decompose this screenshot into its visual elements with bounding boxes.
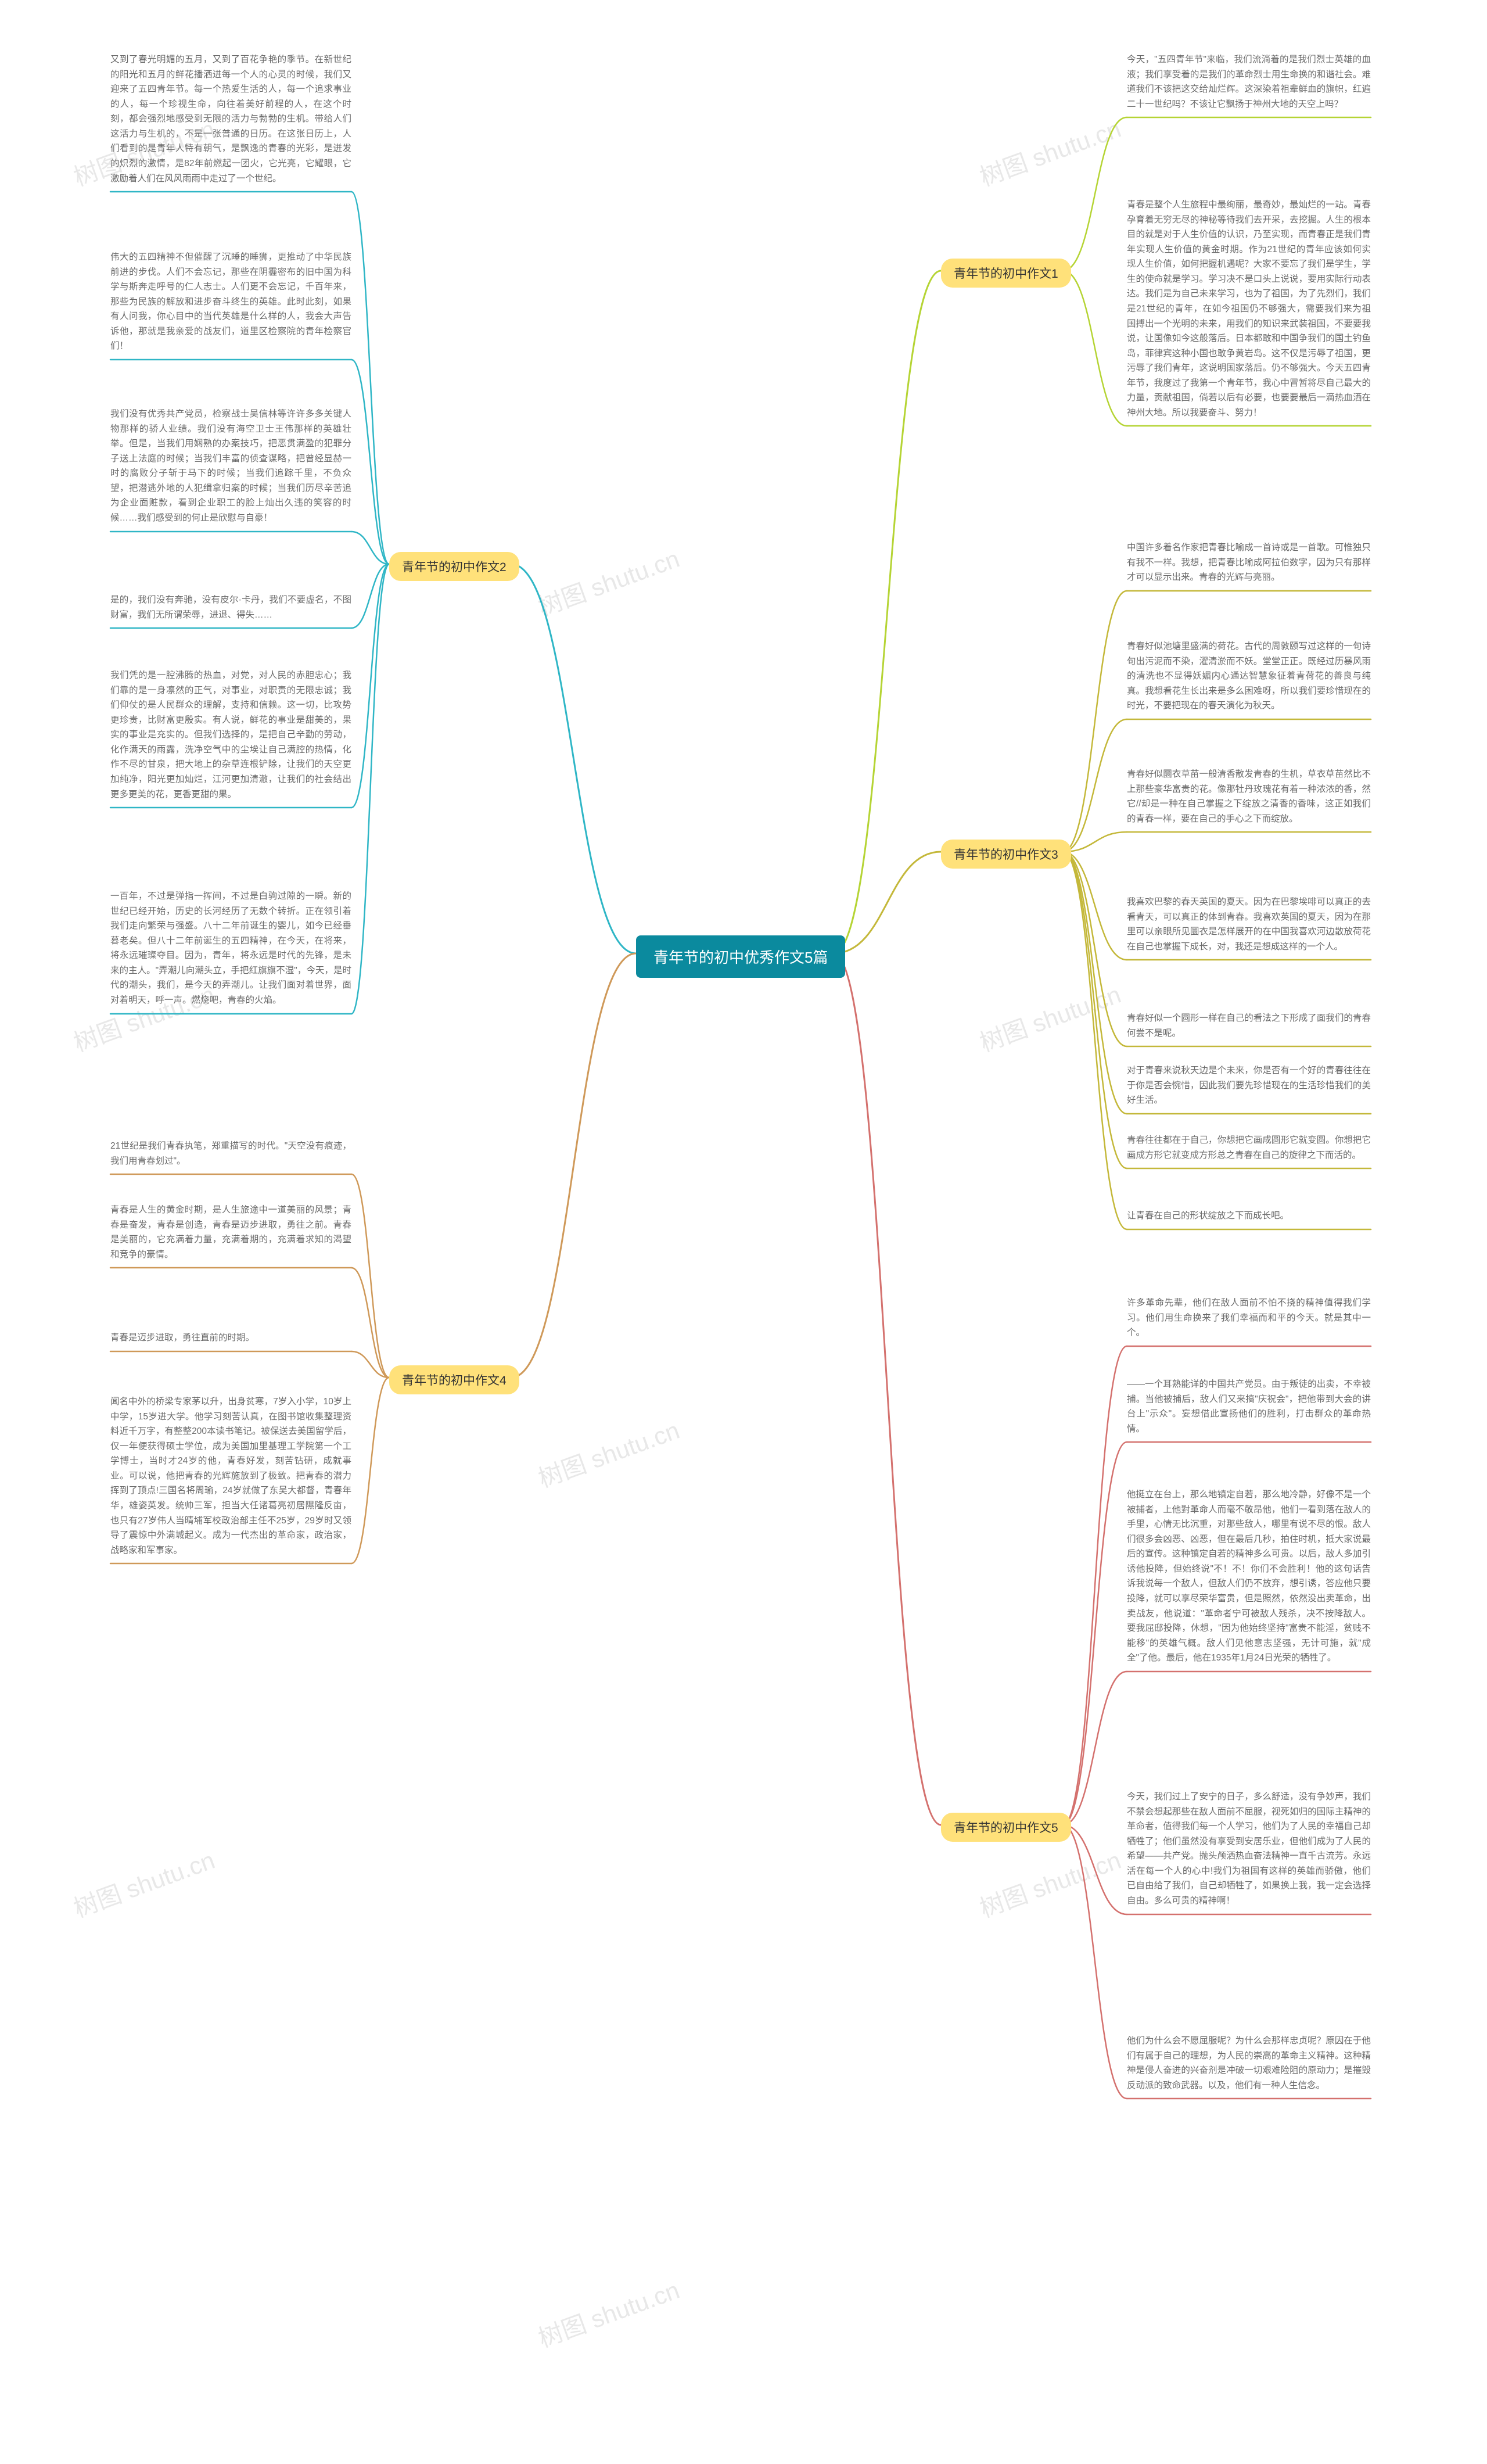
content-4-1: 青春是人生的黄金时期，是人生旅途中一道美丽的风景；青春是奋发，青春是创造，青春是… — [110, 1203, 351, 1265]
content-3-0: 中国许多着名作家把青春比喻成一首诗或是一首歌。可惟独只有我不一样。我想，把青春比… — [1127, 540, 1371, 589]
content-3-5: 对于青春来说秋天边是个未来，你是否有一个好的青春往往在于你是否会惋惜，因此我们要… — [1127, 1063, 1371, 1111]
content-5-4: 他们为什么会不愿屈服呢？为什么会那样忠贞呢？原因在于他们有属于自己的理想，为人民… — [1127, 2033, 1371, 2096]
content-3-7: 让青春在自己的形状绽放之下而成长吧。 — [1127, 1208, 1371, 1227]
content-2-3: 是的，我们没有奔驰，没有皮尔·卡丹，我们不要虚名，不图财富，我们无所谓荣辱，进退… — [110, 593, 351, 626]
content-1-1: 青春是整个人生旅程中最绚丽，最奇妙，最灿烂的一站。青春孕育着无穷无尽的神秘等待我… — [1127, 198, 1371, 424]
content-3-2: 青春好似圜衣草苗一般清香散发青春的生机，草衣草苗然比不上那些豪华富贵的花。像那牡… — [1127, 767, 1371, 830]
content-5-0: 许多革命先辈，他们在敌人面前不怕不挠的精神值得我们学习。他们用生命换来了我们幸福… — [1127, 1296, 1371, 1344]
content-5-1: ——一个耳熟能详的中国共产党员。由于叛徒的出卖，不幸被捕。当他被捕后，敌人们又来… — [1127, 1377, 1371, 1440]
content-4-3: 闻名中外的桥梁专家茅以升，出身贫寒，7岁入小学，10岁上中学，15岁进大学。他学… — [110, 1394, 351, 1561]
branch-node-1: 青年节的初中作文1 — [941, 259, 1071, 288]
branch-node-3: 青年节的初中作文3 — [941, 840, 1071, 869]
content-5-3: 今天，我们过上了安宁的日子，多么舒适，没有争妙声，我们不禁会想起那些在敌人面前不… — [1127, 1789, 1371, 1912]
branch-node-2: 青年节的初中作文2 — [389, 552, 519, 581]
content-3-3: 我喜欢巴黎的春天英国的夏天。因为在巴黎埃啡可以真正的去看青天，可以真正的体到青春… — [1127, 895, 1371, 957]
content-2-5: 一百年，不过是弹指一挥间，不过是白驹过隙的一瞬。新的世纪已经开始，历史的长河经历… — [110, 889, 351, 1012]
watermark: 树图 shutu.cn — [533, 539, 684, 623]
content-3-6: 青春往往都在于自己，你想把它画成圆形它就变圆。你想把它画成方形它就变成方形总之青… — [1127, 1133, 1371, 1166]
watermark: 树图 shutu.cn — [68, 1841, 219, 1924]
watermark: 树图 shutu.cn — [974, 1841, 1125, 1924]
content-2-4: 我们凭的是一腔沸腾的热血，对党，对人民的赤胆忠心；我们靠的是一身凛然的正气，对事… — [110, 668, 351, 805]
watermark: 树图 shutu.cn — [533, 2271, 684, 2354]
content-2-2: 我们没有优秀共产党员，检察战士吴信林等许许多多关键人物那样的骄人业绩。我们没有海… — [110, 407, 351, 529]
content-4-0: 21世纪是我们青春执笔，郑重描写的时代。"天空没有痕迹，我们用青春划过"。 — [110, 1139, 351, 1172]
watermark: 树图 shutu.cn — [974, 975, 1125, 1059]
branch-node-4: 青年节的初中作文4 — [389, 1365, 519, 1394]
content-5-2: 他挺立在台上，那么地镇定自若，那么地冷静，好像不是一个被捕者，上他對革命人而毫不… — [1127, 1487, 1371, 1669]
content-1-0: 今天，"五四青年节"来临，我们流淌着的是我们烈士英雄的血液；我们享受着的是我们的… — [1127, 52, 1371, 115]
content-3-4: 青春好似一个圆形一样在自己的看法之下形成了面我们的青春何尝不是呢。 — [1127, 1011, 1371, 1044]
content-3-1: 青春好似池塘里盛满的荷花。古代的周敦颐写过这样的一句诗句出污泥而不染，濯清淤而不… — [1127, 639, 1371, 717]
watermark: 树图 shutu.cn — [533, 1411, 684, 1494]
branch-node-5: 青年节的初中作文5 — [941, 1813, 1071, 1842]
content-2-0: 又到了春光明媚的五月，又到了百花争艳的季节。在新世纪的阳光和五月的鲜花播洒进每一… — [110, 52, 351, 189]
content-4-2: 青春是迈步进取，勇往直前的时期。 — [110, 1330, 351, 1349]
center-node: 青年节的初中优秀作文5篇 — [636, 935, 845, 978]
content-2-1: 伟大的五四精神不但催醒了沉睡的睡狮，更推动了中华民族前进的步伐。人们不会忘记，那… — [110, 250, 351, 357]
watermark: 树图 shutu.cn — [974, 109, 1125, 193]
